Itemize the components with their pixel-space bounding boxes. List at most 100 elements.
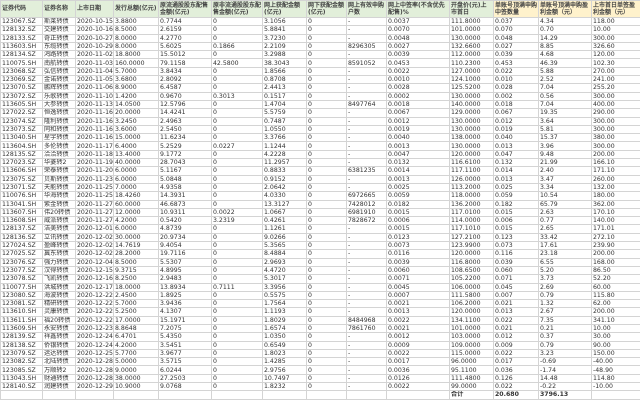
- table-cell[interactable]: 0.8833: [262, 166, 307, 176]
- table-cell[interactable]: 2.9693: [262, 257, 307, 267]
- table-row[interactable]: 113040.SH 星宇转债 2020-11-16 15.0000 11.6234 0 3.…: [0, 133, 640, 143]
- table-cell[interactable]: 13.4000: [113, 149, 159, 160]
- table-cell[interactable]: 33.42: [538, 232, 592, 243]
- table-cell[interactable]: 99.0000: [449, 382, 494, 392]
- table-cell[interactable]: 8.0000: [113, 33, 159, 43]
- table-cell[interactable]: 2020-12-02: [75, 249, 114, 259]
- table-cell[interactable]: 0.9152: [262, 174, 307, 184]
- table-cell[interactable]: 52.20: [591, 274, 640, 284]
- table-cell[interactable]: 11.2957: [262, 158, 307, 168]
- table-cell[interactable]: 0.012: [493, 332, 539, 342]
- table-cell[interactable]: 106.0000: [449, 282, 494, 292]
- table-cell[interactable]: 0.453: [493, 58, 539, 68]
- table-cell[interactable]: 0.0012: [386, 116, 450, 126]
- table-cell[interactable]: 洽洽转债: [42, 149, 76, 160]
- table-cell[interactable]: 0.37: [538, 332, 592, 342]
- table-cell[interactable]: 11.6234: [158, 133, 212, 143]
- table-cell[interactable]: 2020-11-23: [75, 174, 114, 184]
- table-cell[interactable]: 2020-11-27: [75, 207, 114, 218]
- table-cell[interactable]: 0.018: [493, 99, 539, 110]
- table-cell[interactable]: 5.6025: [158, 41, 212, 52]
- table-cell[interactable]: -1.74: [538, 365, 592, 375]
- table-cell[interactable]: 0.7111: [211, 282, 263, 292]
- table-cell[interactable]: 2020-11-10: [75, 91, 114, 101]
- table-cell[interactable]: 2020-12-16: [75, 274, 114, 284]
- table-cell[interactable]: 贝斯转债: [42, 174, 76, 184]
- column-header[interactable]: 证券代码: [0, 0, 43, 18]
- table-cell[interactable]: 113040.SH: [0, 133, 43, 143]
- table-cell[interactable]: 400.00: [591, 99, 640, 110]
- table-cell[interactable]: 0.79: [538, 290, 592, 301]
- table-cell[interactable]: 盈峰转债: [42, 240, 76, 251]
- table-cell[interactable]: 128132.SZ: [0, 25, 43, 35]
- table-cell[interactable]: 6972665: [346, 191, 387, 201]
- table-cell[interactable]: 3.2450: [113, 116, 159, 126]
- table-cell[interactable]: 福20转债: [42, 315, 76, 326]
- table-row[interactable]: 123076.SZ 强力转债 2020-12-04 8.5000 5.5307 0 2.96…: [0, 257, 640, 267]
- table-cell[interactable]: 7.04: [538, 99, 592, 110]
- table-row[interactable]: 128136.SZ 立讯转债 2020-12-02 30.0000 20.9734 0 9.…: [0, 232, 640, 243]
- table-cell[interactable]: 2020-12-24: [75, 332, 114, 342]
- table-cell[interactable]: -: [346, 299, 387, 309]
- table-cell[interactable]: 0.0025: [386, 182, 450, 193]
- column-header[interactable]: 原流通股股东配售金额(亿元): [158, 0, 212, 18]
- table-cell[interactable]: 290.00: [591, 108, 640, 118]
- table-cell[interactable]: -: [346, 265, 387, 276]
- table-cell[interactable]: 2020-11-27: [75, 216, 114, 226]
- table-cell[interactable]: 5.7700: [113, 348, 159, 359]
- table-cell[interactable]: 0: [306, 323, 347, 334]
- table-row[interactable]: 113610.SH 灵康转债 2020-12-22 5.2500 4.1307 0 1.11…: [0, 307, 640, 317]
- table-row[interactable]: 113607.SH 伟20转债 2020-11-27 12.0000 10.9311 0.…: [0, 207, 640, 218]
- table-cell[interactable]: 10.54: [538, 191, 592, 201]
- table-cell[interactable]: 3.2988: [262, 50, 307, 60]
- table-cell[interactable]: 0: [306, 99, 347, 110]
- table-cell[interactable]: 2.4500: [113, 290, 159, 301]
- table-cell[interactable]: 128139.SZ: [0, 332, 43, 342]
- table-cell[interactable]: -: [346, 240, 387, 251]
- table-cell[interactable]: 伟20转债: [42, 207, 76, 218]
- table-cell[interactable]: 0.7487: [262, 116, 307, 126]
- table-cell[interactable]: 9.0768: [158, 382, 212, 392]
- table-cell[interactable]: 102.30: [591, 58, 640, 68]
- table-cell[interactable]: 140.00: [591, 216, 640, 226]
- table-row[interactable]: 127024.SZ 盈峰转债 2020-12-02 14.7619 9.4054 0 5.3…: [0, 240, 640, 251]
- table-cell[interactable]: 170.10: [591, 207, 640, 218]
- table-cell[interactable]: 115.0000: [449, 348, 494, 359]
- table-cell[interactable]: 华海转债: [42, 191, 76, 201]
- table-cell[interactable]: 130.0000: [449, 141, 494, 151]
- column-header[interactable]: 开盘价(元)上市首日: [449, 0, 494, 18]
- table-cell[interactable]: 立讯转债: [42, 232, 76, 243]
- column-header[interactable]: 网上有效申购户数: [346, 0, 387, 18]
- table-cell[interactable]: 272.10: [591, 232, 640, 243]
- table-cell[interactable]: 0.5420: [158, 216, 212, 226]
- table-cell[interactable]: 2020-11-03: [75, 58, 114, 68]
- table-cell[interactable]: 精研转债: [42, 299, 76, 309]
- table-cell[interactable]: 114.0000: [449, 216, 494, 226]
- table-cell[interactable]: 0.021: [493, 299, 539, 309]
- table-cell[interactable]: 86.50: [591, 265, 640, 276]
- table-cell[interactable]: 0: [211, 348, 263, 359]
- table-cell[interactable]: 5.2529: [158, 141, 212, 151]
- table-cell[interactable]: 0.002: [493, 91, 539, 101]
- table-cell[interactable]: 0: [211, 166, 263, 176]
- table-cell[interactable]: 0.047: [493, 149, 539, 160]
- table-cell[interactable]: 2020-11-25: [75, 191, 114, 201]
- table-cell[interactable]: 112.0000: [449, 50, 494, 60]
- table-cell[interactable]: 0.0073: [386, 240, 450, 251]
- table-cell[interactable]: 7428012: [346, 199, 387, 209]
- table-cell[interactable]: 0.060: [493, 265, 539, 276]
- table-cell[interactable]: 2020-12-04: [75, 257, 114, 267]
- table-cell[interactable]: 2.2109: [262, 41, 307, 52]
- table-cell[interactable]: 5.2500: [113, 307, 159, 317]
- table-cell[interactable]: 飞凯转债: [42, 274, 76, 284]
- table-cell[interactable]: 132.00: [591, 182, 640, 193]
- table-cell[interactable]: 0: [306, 133, 347, 143]
- table-cell[interactable]: 127025.SZ: [0, 249, 43, 259]
- table-cell[interactable]: 3.23: [538, 348, 592, 359]
- table-cell[interactable]: 0.132: [493, 158, 539, 168]
- table-cell[interactable]: 0: [306, 191, 347, 201]
- table-cell[interactable]: 恒逸转债: [42, 108, 76, 118]
- table-cell[interactable]: 天能转债: [42, 182, 76, 193]
- table-cell[interactable]: 123.9900: [449, 240, 494, 251]
- table-cell[interactable]: 113041.SH: [0, 199, 43, 209]
